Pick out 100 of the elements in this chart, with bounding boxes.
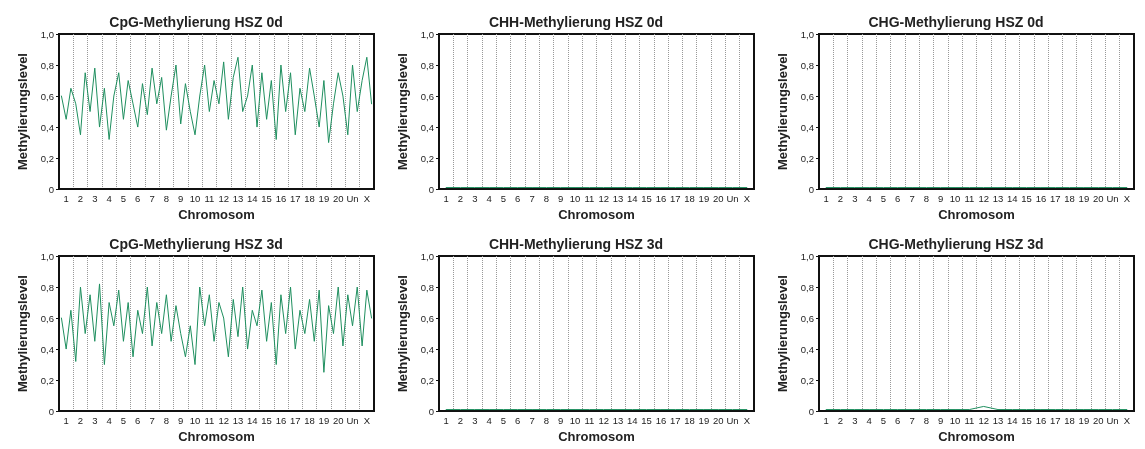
x-tick-label: 11: [584, 414, 595, 426]
x-tick-label: 4: [106, 192, 112, 204]
x-tick-label: 9: [178, 192, 184, 204]
x-tick-label: 9: [558, 192, 564, 204]
chart-title: CpG-Methylierung HSZ 0d: [109, 14, 283, 30]
x-tick-label: Un: [346, 192, 359, 204]
x-tick-label: 10: [569, 414, 581, 426]
x-tick-label: 12: [598, 192, 609, 204]
chart-title: CpG-Methylierung HSZ 3d: [109, 236, 283, 252]
x-tick-label: 16: [655, 192, 667, 204]
y-tick-label: 0: [428, 183, 434, 195]
x-tick-label: 13: [992, 414, 1004, 426]
y-tick-label: 0: [428, 405, 434, 417]
x-tick-label: 4: [866, 192, 872, 204]
y-tick-label: 0,4: [420, 343, 434, 355]
chart-title: CHG-Methylierung HSZ 3d: [868, 236, 1044, 252]
x-tick-label: 17: [1049, 192, 1061, 204]
x-axis-title: Chromosom: [938, 207, 1015, 222]
x-tick-label: 1: [823, 192, 829, 204]
x-axis-title: Chromosom: [178, 429, 255, 444]
x-tick-label: X: [1123, 414, 1131, 426]
x-tick-label: 8: [923, 414, 930, 426]
x-tick-label: Un: [1106, 192, 1119, 204]
x-tick-label: 14: [627, 192, 638, 204]
x-tick-label: 14: [1007, 414, 1018, 426]
x-tick-label: 19: [318, 414, 330, 426]
x-tick-label: 16: [275, 414, 287, 426]
y-axis-title: Methylierungslevel: [395, 275, 410, 393]
x-tick-label: 12: [978, 414, 989, 426]
x-tick-label: 1: [63, 192, 69, 204]
x-tick-label: 3: [472, 192, 478, 204]
y-tick-label: 0,6: [800, 90, 814, 102]
x-tick-label: 20: [332, 414, 344, 426]
y-tick-label: 0: [808, 183, 814, 195]
x-tick-label: 2: [457, 414, 464, 426]
x-tick-label: 16: [275, 192, 287, 204]
x-tick-label: 15: [1021, 414, 1032, 426]
y-axis-title: Methylierungslevel: [775, 275, 790, 393]
y-tick-label: 1,0: [800, 28, 814, 40]
x-tick-label: 6: [895, 192, 901, 204]
x-tick-label: 9: [938, 414, 944, 426]
x-tick-label: 8: [543, 192, 550, 204]
x-tick-label: 11: [204, 192, 215, 204]
x-tick-label: 16: [655, 414, 667, 426]
y-tick-label: 1,0: [800, 250, 814, 262]
x-tick-label: 10: [949, 414, 961, 426]
x-tick-label: X: [1123, 192, 1131, 204]
x-tick-label: 8: [163, 414, 170, 426]
x-tick-label: 10: [949, 192, 961, 204]
x-tick-label: 7: [529, 192, 535, 204]
x-tick-label: 8: [923, 192, 930, 204]
y-tick-label: 0,8: [420, 281, 434, 293]
x-tick-label: 7: [909, 192, 915, 204]
y-tick-label: 0,2: [800, 374, 814, 386]
x-tick-label: 18: [304, 192, 315, 204]
x-tick-label: 15: [261, 414, 272, 426]
x-tick-label: 16: [1035, 192, 1047, 204]
x-tick-label: 4: [866, 414, 872, 426]
y-tick-label: 0,2: [420, 374, 434, 386]
x-tick-label: 15: [641, 192, 652, 204]
x-tick-label: 15: [1021, 192, 1032, 204]
x-tick-label: Un: [1106, 414, 1119, 426]
x-tick-label: 14: [627, 414, 638, 426]
x-tick-label: 3: [92, 414, 98, 426]
y-tick-label: 0,6: [420, 90, 434, 102]
y-axis-title: Methylierungslevel: [15, 275, 30, 393]
x-tick-label: X: [743, 414, 751, 426]
x-tick-label: 10: [189, 414, 201, 426]
y-tick-label: 0,6: [40, 312, 54, 324]
x-tick-label: 13: [232, 192, 244, 204]
y-tick-label: 1,0: [40, 250, 54, 262]
y-tick-label: 0,6: [800, 312, 814, 324]
x-tick-label: 14: [247, 192, 258, 204]
x-tick-label: 5: [880, 192, 887, 204]
x-tick-label: 17: [669, 414, 681, 426]
line-series: [60, 283, 373, 373]
chart-title: CHH-Methylierung HSZ 0d: [488, 14, 664, 30]
y-tick-label: 0,4: [40, 343, 54, 355]
x-tick-label: 19: [698, 192, 710, 204]
x-tick-label: 18: [684, 414, 695, 426]
x-tick-label: 7: [149, 192, 155, 204]
y-tick-label: 1,0: [40, 28, 54, 40]
y-tick-label: 0,4: [40, 121, 54, 133]
x-tick-label: 12: [218, 192, 229, 204]
y-tick-label: 1,0: [420, 250, 434, 262]
x-tick-label: Un: [346, 414, 359, 426]
x-tick-label: 6: [135, 414, 141, 426]
x-tick-label: 1: [443, 192, 449, 204]
x-tick-label: 14: [1007, 192, 1018, 204]
x-tick-label: 11: [584, 192, 595, 204]
x-tick-label: 2: [837, 414, 844, 426]
x-tick-label: X: [743, 192, 751, 204]
y-axis-title: Methylierungslevel: [395, 53, 410, 171]
x-tick-label: 11: [204, 414, 215, 426]
x-tick-label: 8: [163, 192, 170, 204]
x-tick-label: 19: [1078, 414, 1090, 426]
y-tick-label: 0,6: [40, 90, 54, 102]
y-tick-label: 0: [48, 183, 54, 195]
x-tick-label: 13: [612, 192, 624, 204]
x-tick-label: 9: [938, 192, 944, 204]
